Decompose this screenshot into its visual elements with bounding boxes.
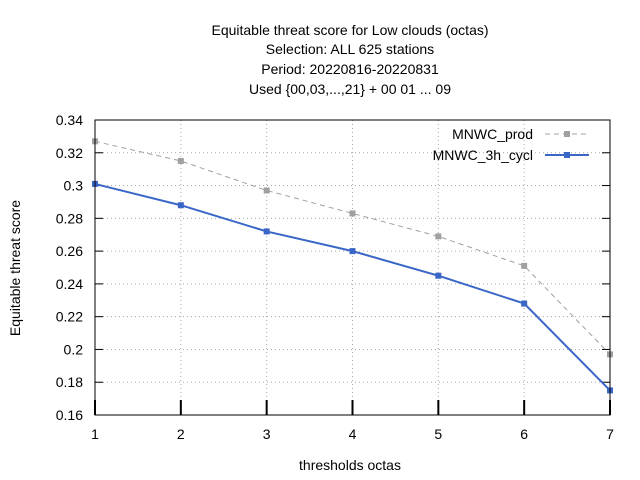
x-tick-label: 4 [349,426,357,442]
x-tick-label: 3 [263,426,271,442]
y-tick-label: 0.26 [56,243,83,259]
legend-label: MNWC_3h_cycl [433,147,533,163]
data-point-MNWC_3h_cycl [435,272,442,279]
x-tick-labels: 1 2 3 4 5 6 7 [91,426,614,442]
legend-swatch-marker [564,152,570,158]
x-tick-label: 2 [177,426,185,442]
y-tick-label: 0.32 [56,145,83,161]
title-line-3: Period: 20220816-20220831 [261,61,439,77]
data-point-MNWC_prod [435,233,442,240]
x-tick-label: 1 [91,426,99,442]
y-tick-label: 0.18 [56,374,83,390]
title-line-1: Equitable threat score for Low clouds (o… [211,22,488,38]
data-point-MNWC_3h_cycl [349,248,356,255]
data-point-MNWC_3h_cycl [263,228,270,235]
legend: MNWC_prod MNWC_3h_cycl [433,126,589,163]
x-tick-label: 5 [434,426,442,442]
chart-title: Equitable threat score for Low clouds (o… [211,22,488,97]
y-tick-label: 0.28 [56,210,83,226]
y-tick-label: 0.22 [56,309,83,325]
y-tick-label: 0.34 [56,112,83,128]
y-tick-label: 0.16 [56,407,83,423]
series-line-MNWC_prod [94,140,611,355]
data-point-MNWC_prod [263,187,270,194]
y-tick-label: 0.3 [64,178,84,194]
data-point-MNWC_prod [521,262,528,269]
data-point-MNWC_prod [349,210,356,217]
title-line-4: Used {00,03,...,21} + 00 01 ... 09 [249,81,451,97]
y-tick-label: 0.24 [56,276,83,292]
x-axis-label: thresholds octas [299,457,401,473]
legend-label: MNWC_prod [452,126,533,142]
y-axis-label: Equitable threat score [7,200,23,336]
legend-swatch-marker [564,131,570,137]
data-point-MNWC_prod [177,157,184,164]
data-point-MNWC_3h_cycl [177,202,184,209]
data-point-MNWC_3h_cycl [521,300,528,307]
title-line-2: Selection: ALL 625 stations [266,41,434,57]
y-tick-label: 0.2 [64,341,84,357]
y-tick-labels: 0.16 0.18 0.2 0.22 0.24 0.26 0.28 0.3 0.32 0.34 [56,112,83,423]
x-tick-label: 6 [520,426,528,442]
plot-frame [94,119,611,416]
x-tick-label: 7 [606,426,614,442]
grid [95,120,610,415]
